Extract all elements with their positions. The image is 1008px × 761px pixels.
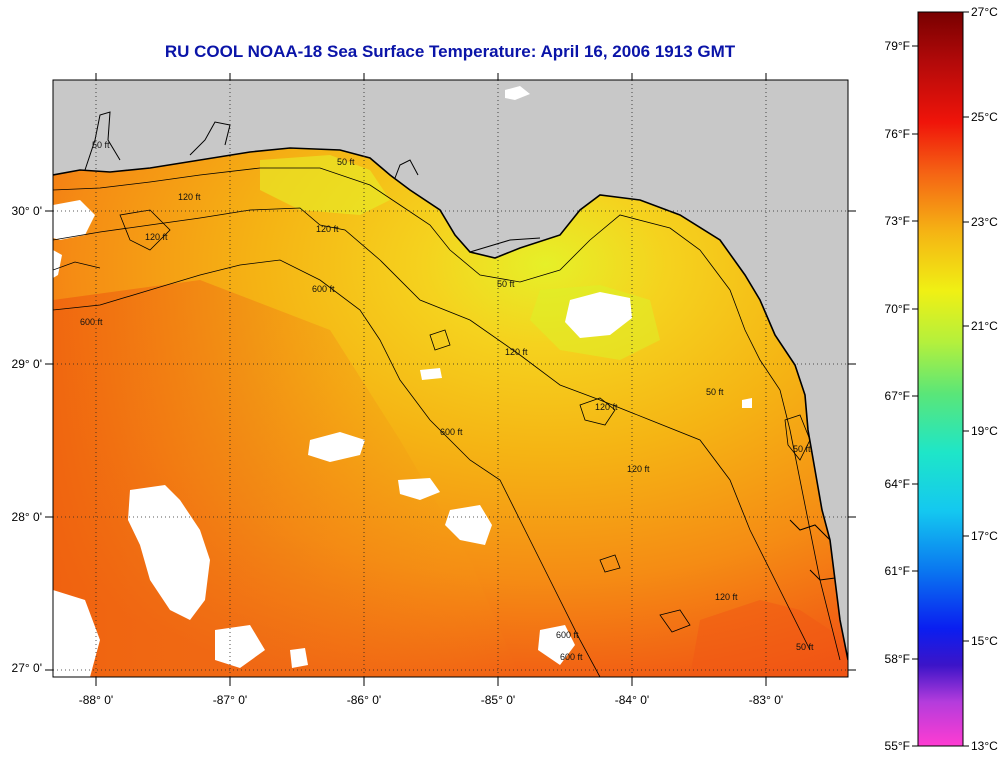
fahrenheit-label: 61°F <box>885 564 910 578</box>
longitude-labels: -88° 0' -87° 0' -86° 0' -85° 0' -84° 0' … <box>79 693 783 707</box>
fahrenheit-label: 55°F <box>885 739 910 753</box>
contour-label: 50 ft <box>706 387 724 397</box>
celsius-label: 15°C <box>971 634 998 648</box>
tick-marks <box>45 73 856 686</box>
lon-tick-label: -88° 0' <box>79 693 113 707</box>
lat-tick-label: 27° 0' <box>12 661 42 675</box>
fahrenheit-label: 76°F <box>885 127 910 141</box>
fahrenheit-label: 73°F <box>885 214 910 228</box>
contour-label: 120 ft <box>505 347 528 357</box>
celsius-label: 17°C <box>971 529 998 543</box>
contour-label: 120 ft <box>145 232 168 242</box>
contour-label: 120 ft <box>627 464 650 474</box>
fahrenheit-label: 70°F <box>885 302 910 316</box>
contour-label: 50 ft <box>92 140 110 150</box>
fahrenheit-label: 64°F <box>885 477 910 491</box>
colorbar <box>917 11 964 747</box>
contour-label: 120 ft <box>715 592 738 602</box>
fahrenheit-label: 79°F <box>885 39 910 53</box>
cool-coastal-plume <box>260 155 390 215</box>
latitude-labels: 30° 0' 29° 0' 28° 0' 27° 0' <box>12 204 42 675</box>
contour-label: 50 ft <box>337 157 355 167</box>
contour-label: 120 ft <box>316 224 339 234</box>
celsius-label: 27°C <box>971 5 998 19</box>
celsius-label: 19°C <box>971 424 998 438</box>
fahrenheit-label: 67°F <box>885 389 910 403</box>
contour-label: 50 ft <box>793 444 811 454</box>
lat-lon-grid <box>53 80 848 677</box>
contour-label: 120 ft <box>595 402 618 412</box>
contour-label: 600 ft <box>312 284 335 294</box>
celsius-label: 21°C <box>971 319 998 333</box>
contour-labels: 50 ft 120 ft 600 ft 50 ft 120 ft 600 ft … <box>80 140 814 662</box>
contour-label: 120 ft <box>178 192 201 202</box>
lon-tick-label: -85° 0' <box>481 693 515 707</box>
colorbar-ticks <box>912 11 969 747</box>
lon-tick-label: -87° 0' <box>213 693 247 707</box>
depth-contours <box>53 167 841 677</box>
colorbar-fahrenheit-labels: 79°F 76°F 73°F 70°F 67°F 64°F 61°F 58°F … <box>885 39 910 753</box>
map-frame <box>52 79 849 678</box>
warm-southeast-water <box>690 600 848 677</box>
celsius-label: 25°C <box>971 110 998 124</box>
lat-tick-label: 30° 0' <box>12 204 42 218</box>
lon-tick-label: -86° 0' <box>347 693 381 707</box>
fahrenheit-label: 58°F <box>885 652 910 666</box>
celsius-label: 23°C <box>971 215 998 229</box>
lat-tick-label: 29° 0' <box>12 357 42 371</box>
contour-label: 50 ft <box>796 642 814 652</box>
colorbar-celsius-labels: 27°C 25°C 23°C 21°C 19°C 17°C 15°C 13°C <box>971 5 998 753</box>
coastline <box>53 147 848 661</box>
cloud-patches <box>53 86 752 677</box>
contour-label: 600 ft <box>560 652 583 662</box>
contour-label: 600 ft <box>440 427 463 437</box>
bays-and-inlets <box>84 111 836 581</box>
map-title: RU COOL NOAA-18 Sea Surface Temperature:… <box>164 42 736 61</box>
contour-label: 50 ft <box>497 279 515 289</box>
lon-tick-label: -84° 0' <box>615 693 649 707</box>
contour-label: 600 ft <box>556 630 579 640</box>
contour-label: 600 ft <box>80 317 103 327</box>
lon-tick-label: -83° 0' <box>749 693 783 707</box>
lat-tick-label: 28° 0' <box>12 510 42 524</box>
celsius-label: 13°C <box>971 739 998 753</box>
